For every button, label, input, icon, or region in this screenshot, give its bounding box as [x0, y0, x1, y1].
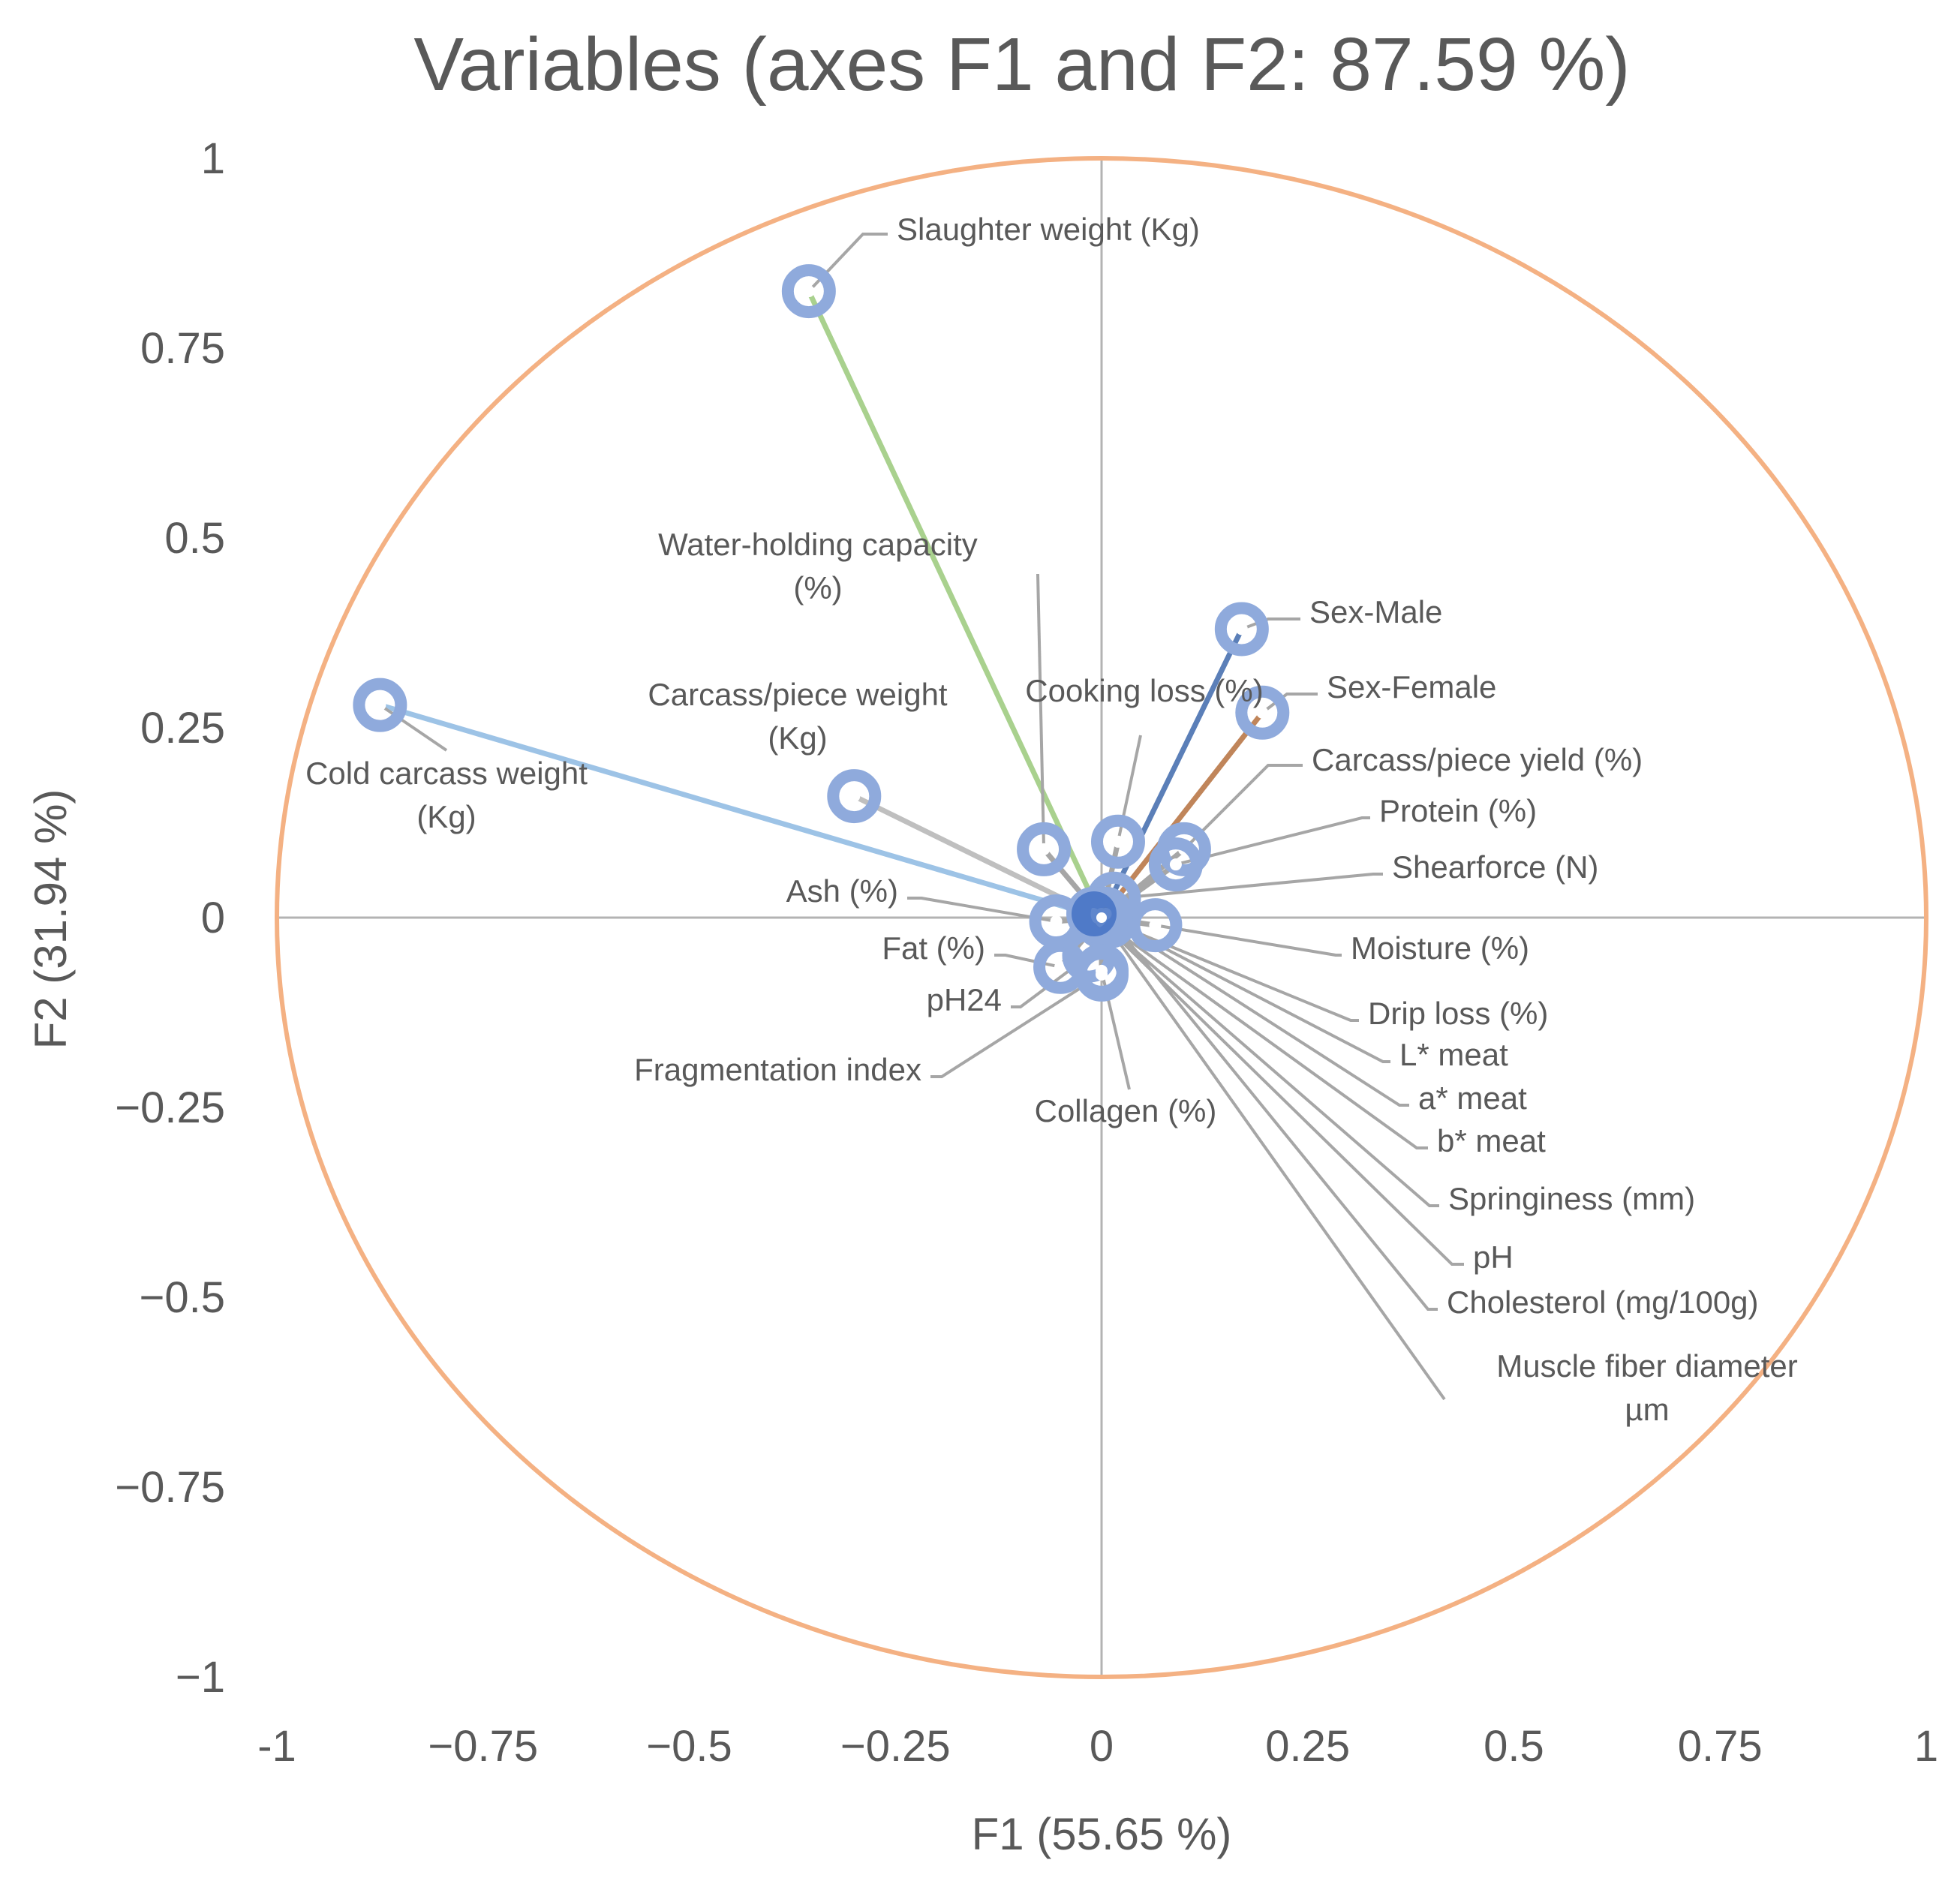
x-tick-label: −0.75: [428, 1722, 538, 1771]
variable-markers: [353, 264, 1290, 1002]
label-carcass-piece-yield: Carcass/piece yield (%): [1312, 742, 1643, 777]
label-cholesterol-mg-100g: Cholesterol (mg/100g): [1447, 1285, 1759, 1320]
leader-muscle-fiber-diameter-m: [1100, 916, 1446, 1401]
x-tick-label: 0.75: [1678, 1722, 1763, 1771]
chart-title: Variables (axes F1 and F2: 87.59 %): [413, 23, 1630, 107]
label-b-meat: b* meat: [1437, 1123, 1546, 1158]
label-fragmentation-index: Fragmentation index: [634, 1052, 921, 1087]
leader-b-meat: [1096, 916, 1428, 1149]
point-cooking-loss: [1090, 814, 1145, 869]
leader-slaughter-weight-kg: [807, 233, 888, 293]
label-carcass-piece-weight-kg: Carcass/piece weight (Kg): [648, 677, 948, 756]
label-sex-female: Sex-Female: [1327, 669, 1496, 705]
label-muscle-fiber-diameter-m: Muscle fiber diameter µm: [1496, 1348, 1797, 1427]
label-springiness-mm: Springiness (mm): [1448, 1181, 1695, 1216]
label-sex-male: Sex-Male: [1309, 594, 1442, 630]
point-protein: [1148, 837, 1203, 892]
y-axis-title: F2 (31.94 %): [26, 789, 76, 1050]
x-tick-label: 1: [1914, 1722, 1938, 1771]
label-ash: Ash (%): [786, 873, 898, 909]
leader-sex-male: [1241, 617, 1300, 631]
leader-protein: [1175, 816, 1370, 867]
y-tick-label: 1: [201, 134, 225, 183]
point-sex-female: [1235, 685, 1290, 740]
vector-cold-carcass-weight-kg: [377, 702, 1105, 921]
point-cold-carcass-weight-kg: [353, 678, 407, 732]
x-tick-label: −0.5: [646, 1722, 732, 1771]
x-tick-labels: -1 −0.75 −0.5 −0.25 0 0.25 0.5 0.75 1: [257, 1722, 1938, 1771]
leader-a-meat: [1100, 912, 1409, 1107]
label-cooking-loss: Cooking loss (%): [1025, 673, 1263, 708]
y-tick-label: 0.5: [164, 514, 225, 563]
point-collagen: [1075, 943, 1129, 998]
leader-sex-female: [1261, 693, 1318, 714]
y-tick-label: −0.75: [115, 1463, 225, 1512]
x-tick-label: 0.25: [1265, 1722, 1350, 1771]
label-collagen: Collagen (%): [1035, 1093, 1217, 1128]
label-slaughter-weight-kg: Slaughter weight (Kg): [897, 212, 1200, 247]
y-tick-label: 0.75: [140, 324, 225, 373]
label-moisture: Moisture (%): [1351, 930, 1529, 966]
point-water-holding-capacity: [1017, 822, 1072, 876]
label-shearforce-n: Shearforce (N): [1392, 849, 1598, 885]
point-sex-male: [1214, 602, 1269, 657]
label-cold-carcass-weight-kg: Cold carcass weight (Kg): [305, 756, 588, 834]
correlation-circle: [275, 156, 1928, 1679]
y-tick-label: −1: [176, 1653, 225, 1702]
label-drip-loss: Drip loss (%): [1368, 996, 1548, 1031]
leader-cholesterol-mg-100g: [1104, 912, 1438, 1311]
point-carcass-piece-weight-kg: [827, 769, 882, 824]
vector-sex-male: [1099, 626, 1245, 921]
y-tick-label: 0: [201, 894, 225, 942]
x-axis-title: F1 (55.65 %): [972, 1809, 1232, 1859]
y-tick-label: −0.25: [115, 1083, 225, 1132]
leader-l-meat: [1105, 916, 1390, 1063]
x-tick-label: -1: [257, 1722, 296, 1771]
leader-shearforce-n: [1114, 873, 1383, 900]
origin-cluster-marker: [1072, 891, 1117, 936]
leader-cold-carcass-weight-kg: [379, 703, 448, 752]
x-tick-label: −0.25: [840, 1722, 951, 1771]
unit-circle: [275, 156, 1928, 1679]
leader-fat: [994, 954, 1061, 969]
leader-ph: [1092, 912, 1464, 1266]
leader-drip-loss: [1109, 920, 1359, 1022]
leader-ash: [907, 897, 1057, 924]
y-tick-label: −0.5: [140, 1273, 226, 1322]
x-tick-label: 0: [1090, 1722, 1114, 1771]
leader-water-holding-capacity: [1036, 573, 1046, 849]
label-a-meat: a* meat: [1418, 1080, 1527, 1116]
label-leaders: [379, 233, 1464, 1401]
vector-slaughter-weight-kg: [806, 288, 1105, 921]
point-slaughter-weight-kg: [781, 264, 836, 319]
leader-moisture: [1155, 924, 1342, 957]
y-tick-label: 0.25: [140, 704, 225, 753]
label-water-holding-capacity: Water-holding capacity (%): [658, 527, 978, 605]
variable-vectors: [377, 288, 1265, 978]
variable-labels: Slaughter weight (Kg) Cold carcass weight…: [305, 212, 1798, 1427]
x-tick-label: 0.5: [1484, 1722, 1544, 1771]
leader-ph24: [1011, 954, 1090, 1008]
leader-springiness-mm: [1100, 920, 1439, 1207]
label-ph24: pH24: [927, 982, 1002, 1017]
label-ph: pH: [1473, 1239, 1514, 1275]
origin-marker-dot: [1096, 912, 1107, 923]
label-fat: Fat (%): [882, 930, 985, 966]
label-protein: Protein (%): [1379, 793, 1537, 828]
label-l-meat: L* meat: [1399, 1037, 1508, 1072]
leader-carcass-piece-yield: [1183, 764, 1303, 851]
leader-fragmentation-index: [930, 973, 1103, 1078]
y-tick-labels: 1 0.75 0.5 0.25 0 −0.25 −0.5 −0.75 −1: [115, 134, 225, 1702]
